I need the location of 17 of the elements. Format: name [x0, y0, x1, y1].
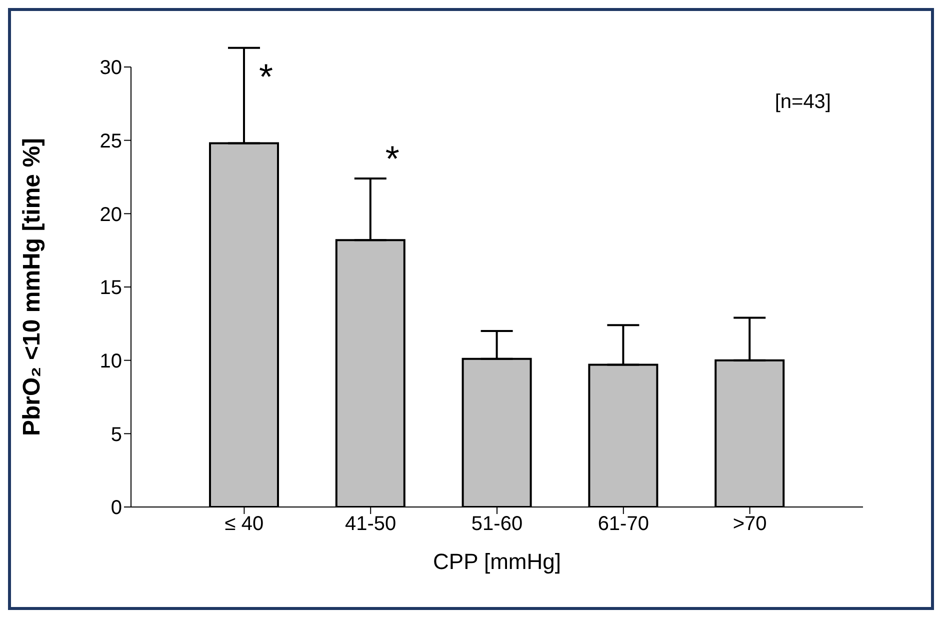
y-tick-label: 15 — [100, 277, 122, 300]
x-tick-label: ≤ 40 — [224, 513, 264, 536]
annotation: * — [385, 138, 400, 179]
y-tick-label: 20 — [100, 204, 122, 226]
x-tick-label: 41-50 — [345, 513, 396, 536]
y-tick-label: 5 — [110, 424, 122, 446]
x-tick-label: >70 — [732, 513, 767, 536]
annotation: * — [258, 56, 274, 97]
y-tick-label: 30 — [100, 57, 122, 80]
x-tick-label: 51-60 — [471, 513, 523, 536]
x-axis-title: CPP [mmHg] — [433, 549, 561, 574]
y-axis-title: PbrO₂ <10 mmHg [time %] — [18, 138, 46, 436]
x-tick-label: 61-70 — [598, 513, 649, 536]
y-tick-label: 10 — [100, 350, 122, 372]
annotation: [n=43] — [774, 91, 831, 114]
y-tick-label: 0 — [110, 497, 122, 520]
y-tick-label: 25 — [100, 130, 122, 152]
